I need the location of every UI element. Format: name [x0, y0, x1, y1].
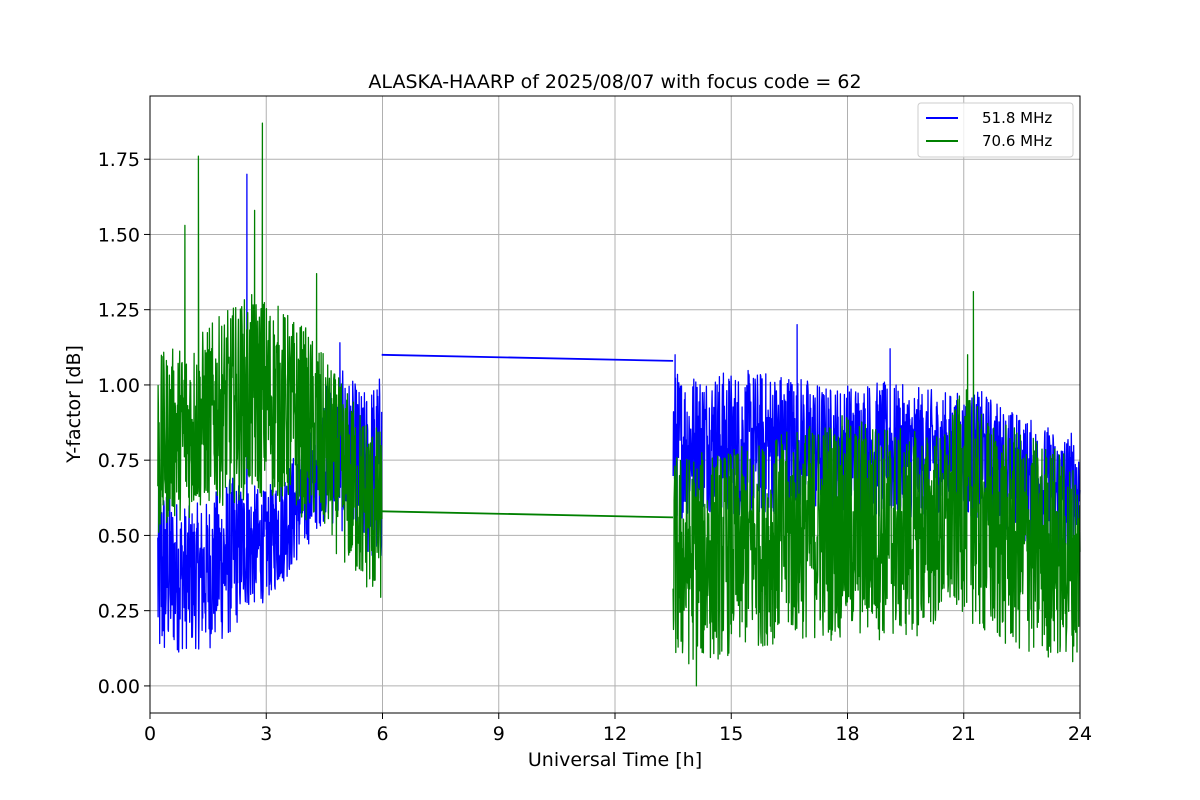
x-tick-label: 18	[835, 723, 859, 745]
x-tick-label: 3	[260, 723, 272, 745]
x-tick-label: 6	[376, 723, 388, 745]
series-1-segment-0	[157, 122, 383, 598]
series-1-segment-2	[672, 290, 1081, 687]
legend: 51.8 MHz 70.6 MHz	[917, 102, 1074, 158]
y-tick-label: 0.50	[98, 525, 140, 547]
x-tick-label: 12	[603, 723, 627, 745]
series-1	[157, 122, 1081, 687]
x-tick-label: 0	[144, 723, 156, 745]
y-tick-label: 0.75	[98, 450, 140, 472]
y-tick-label: 1.25	[98, 300, 140, 322]
x-axis-title: Universal Time [h]	[528, 749, 702, 771]
x-tick-label: 15	[719, 723, 743, 745]
x-tick-label: 24	[1068, 723, 1092, 745]
legend-box	[917, 102, 1074, 158]
y-tick-label: 1.75	[98, 149, 140, 171]
legend-label-51-8: 51.8 MHz	[982, 109, 1052, 127]
y-tick-label: 1.50	[98, 224, 140, 246]
x-axis-ticks: 0 3 6 9 12 15 18 21 24	[144, 713, 1092, 745]
y-axis-ticks: 0.00 0.25 0.50 0.75 1.00 1.25 1.50 1.75	[98, 149, 150, 698]
x-tick-label: 9	[493, 723, 505, 745]
series-0-segment-1	[381, 353, 674, 362]
x-tick-label: 21	[952, 723, 976, 745]
series-layer	[157, 122, 1081, 687]
y-tick-label: 1.00	[98, 375, 140, 397]
y-tick-label: 0.25	[98, 601, 140, 623]
y-tick-label: 0.00	[98, 676, 140, 698]
series-1-segment-1	[381, 510, 674, 519]
chart-title: ALASKA-HAARP of 2025/08/07 with focus co…	[368, 71, 861, 93]
legend-label-70-6: 70.6 MHz	[982, 132, 1052, 150]
y-axis-title: Y-factor [dB]	[63, 345, 85, 464]
